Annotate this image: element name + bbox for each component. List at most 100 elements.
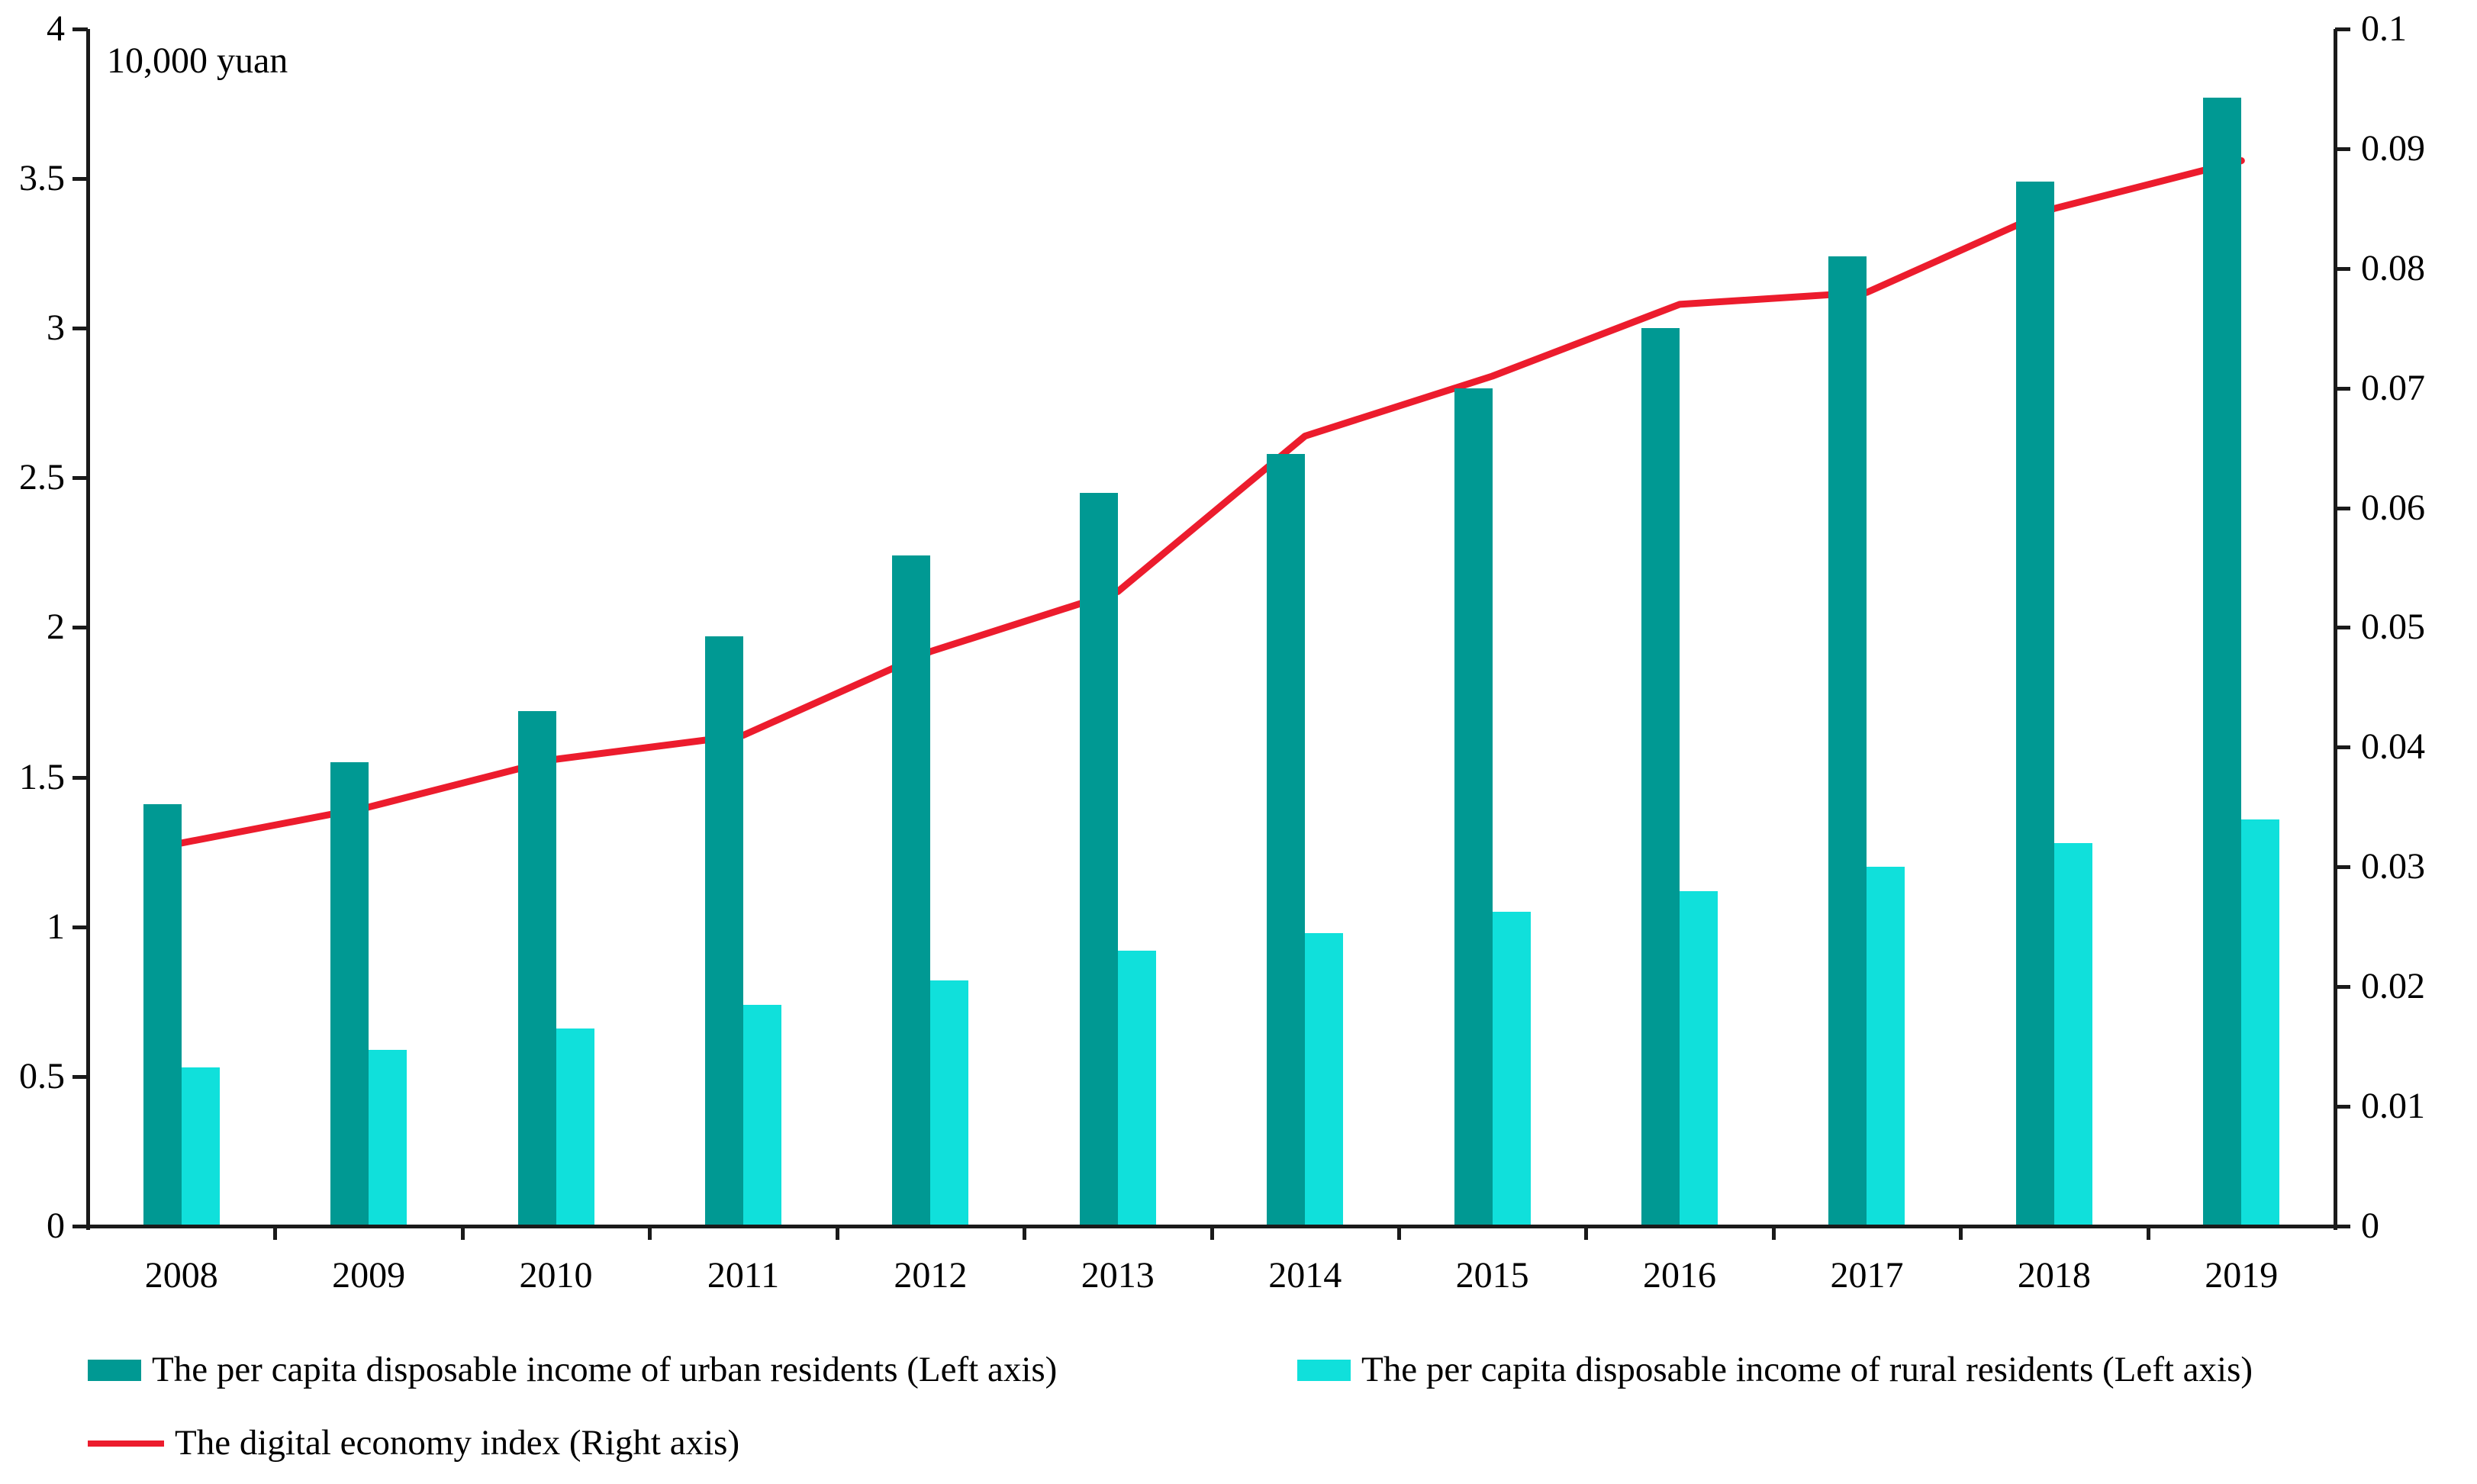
right-axis-tick — [2335, 865, 2350, 869]
left-axis-tick-label: 3 — [47, 307, 65, 348]
x-axis-year-label: 2010 — [519, 1255, 593, 1296]
x-axis-boundary-tick — [1771, 1226, 1776, 1240]
x-axis-year-label: 2016 — [1643, 1255, 1717, 1296]
right-axis-tick-label: 0.03 — [2361, 846, 2425, 887]
right-axis-tick — [2335, 27, 2350, 31]
bar-urban-2013 — [1079, 493, 1118, 1226]
right-axis-tick-label: 0.08 — [2361, 248, 2425, 288]
right-axis-tick-label: 0.05 — [2361, 607, 2425, 647]
bar-rural-2008 — [181, 1067, 220, 1226]
bar-rural-2011 — [742, 1005, 781, 1226]
right-axis-tick — [2335, 985, 2350, 989]
bar-rural-2012 — [930, 980, 969, 1226]
digital-economy-line — [178, 157, 2245, 847]
x-axis-year-label: 2011 — [707, 1255, 780, 1296]
digital-economy-legend-label: The digital economy index (Right axis) — [175, 1423, 740, 1463]
right-axis-line — [2334, 29, 2337, 1230]
bar-urban-2018 — [2015, 182, 2054, 1226]
bar-urban-2012 — [892, 555, 931, 1226]
x-axis-boundary-tick — [273, 1226, 278, 1240]
bar-rural-2009 — [369, 1050, 407, 1226]
x-axis-boundary-tick — [460, 1226, 465, 1240]
right-axis-tick — [2335, 267, 2350, 271]
right-axis-tick — [2335, 1105, 2350, 1109]
bar-urban-2019 — [2203, 98, 2242, 1226]
left-axis-tick-label: 4 — [47, 8, 65, 49]
x-axis-boundary-tick — [1023, 1226, 1027, 1240]
left-axis-tick — [72, 27, 88, 31]
left-axis-tick-label: 0 — [47, 1206, 65, 1246]
x-axis-boundary-tick — [1959, 1226, 1963, 1240]
x-axis-year-label: 2009 — [332, 1255, 406, 1296]
left-axis-tick — [72, 177, 88, 181]
x-axis-year-label: 2013 — [1081, 1255, 1155, 1296]
right-axis-tick — [2335, 1225, 2350, 1228]
right-axis-tick-label: 0 — [2361, 1206, 2379, 1246]
x-axis-boundary-tick — [648, 1226, 652, 1240]
bar-rural-2013 — [1117, 951, 1156, 1226]
x-axis-boundary-tick — [1396, 1226, 1401, 1240]
left-axis-tick-label: 3.5 — [19, 158, 65, 198]
right-axis-tick-label: 0.01 — [2361, 1086, 2425, 1126]
right-axis-tick — [2335, 507, 2350, 510]
rural-legend-swatch — [1297, 1359, 1351, 1381]
x-axis-boundary-tick — [1210, 1226, 1214, 1240]
bar-urban-2015 — [1454, 388, 1493, 1226]
right-axis-tick — [2335, 745, 2350, 749]
bar-rural-2019 — [2241, 819, 2280, 1226]
bar-rural-2010 — [556, 1028, 594, 1226]
bar-rural-2018 — [2053, 843, 2092, 1226]
right-axis-tick — [2335, 387, 2350, 391]
digital-economy-index-polyline — [178, 157, 2245, 847]
left-axis-tick — [72, 1075, 88, 1079]
legend-entry-digital-economy-index: The digital economy index (Right axis) — [88, 1425, 739, 1461]
left-axis-tick — [72, 925, 88, 929]
rural-legend-label: The per capita disposable income of rura… — [1361, 1350, 2253, 1389]
left-axis-tick — [72, 626, 88, 629]
left-axis-unit-label: 10,000 yuan — [107, 40, 288, 81]
bar-urban-2014 — [1267, 454, 1306, 1226]
x-axis-year-label: 2012 — [894, 1255, 968, 1296]
legend-entry-rural: The per capita disposable income of rura… — [1297, 1352, 2253, 1388]
left-axis-tick — [72, 327, 88, 330]
bar-urban-2008 — [143, 804, 182, 1226]
x-axis-year-label: 2017 — [1830, 1255, 1904, 1296]
left-axis-tick-label: 2.5 — [19, 457, 65, 497]
x-axis-year-label: 2015 — [1455, 1255, 1529, 1296]
left-axis-tick — [72, 1225, 88, 1228]
right-axis-tick — [2335, 147, 2350, 151]
right-axis-tick-label: 0.06 — [2361, 488, 2425, 528]
right-axis-tick-label: 0.1 — [2361, 8, 2407, 49]
bar-urban-2016 — [1641, 328, 1680, 1226]
x-axis-boundary-tick — [835, 1226, 839, 1240]
left-axis-tick-label: 0.5 — [19, 1056, 65, 1096]
digital-economy-line-legend-swatch — [88, 1440, 164, 1447]
left-axis-tick-label: 1.5 — [19, 757, 65, 797]
right-axis-tick-label: 0.09 — [2361, 128, 2425, 169]
x-axis-year-label: 2014 — [1268, 1255, 1342, 1296]
right-axis-tick-label: 0.04 — [2361, 726, 2425, 767]
x-axis-year-label: 2018 — [2017, 1255, 2091, 1296]
bar-rural-2015 — [1492, 912, 1531, 1226]
legend-entry-urban: The per capita disposable income of urba… — [88, 1352, 1057, 1388]
left-axis-tick-label: 2 — [47, 607, 65, 647]
right-axis-tick-label: 0.02 — [2361, 966, 2425, 1006]
x-axis-year-label: 2019 — [2205, 1255, 2279, 1296]
bar-urban-2017 — [1828, 256, 1867, 1226]
x-axis-year-label: 2008 — [144, 1255, 218, 1296]
left-axis-line — [86, 29, 90, 1230]
bar-rural-2014 — [1305, 933, 1344, 1226]
urban-legend-swatch — [88, 1359, 141, 1381]
right-axis-tick-label: 0.07 — [2361, 368, 2425, 408]
x-axis-boundary-tick — [2146, 1226, 2150, 1240]
bar-urban-2009 — [330, 762, 369, 1226]
bar-urban-2011 — [704, 636, 743, 1226]
urban-legend-label: The per capita disposable income of urba… — [152, 1350, 1058, 1389]
left-axis-tick-label: 1 — [47, 906, 65, 947]
x-axis-boundary-tick — [1584, 1226, 1589, 1240]
bar-urban-2010 — [517, 711, 556, 1226]
left-axis-tick — [72, 776, 88, 780]
bar-rural-2016 — [1680, 891, 1718, 1226]
bar-rural-2017 — [1867, 867, 1905, 1226]
